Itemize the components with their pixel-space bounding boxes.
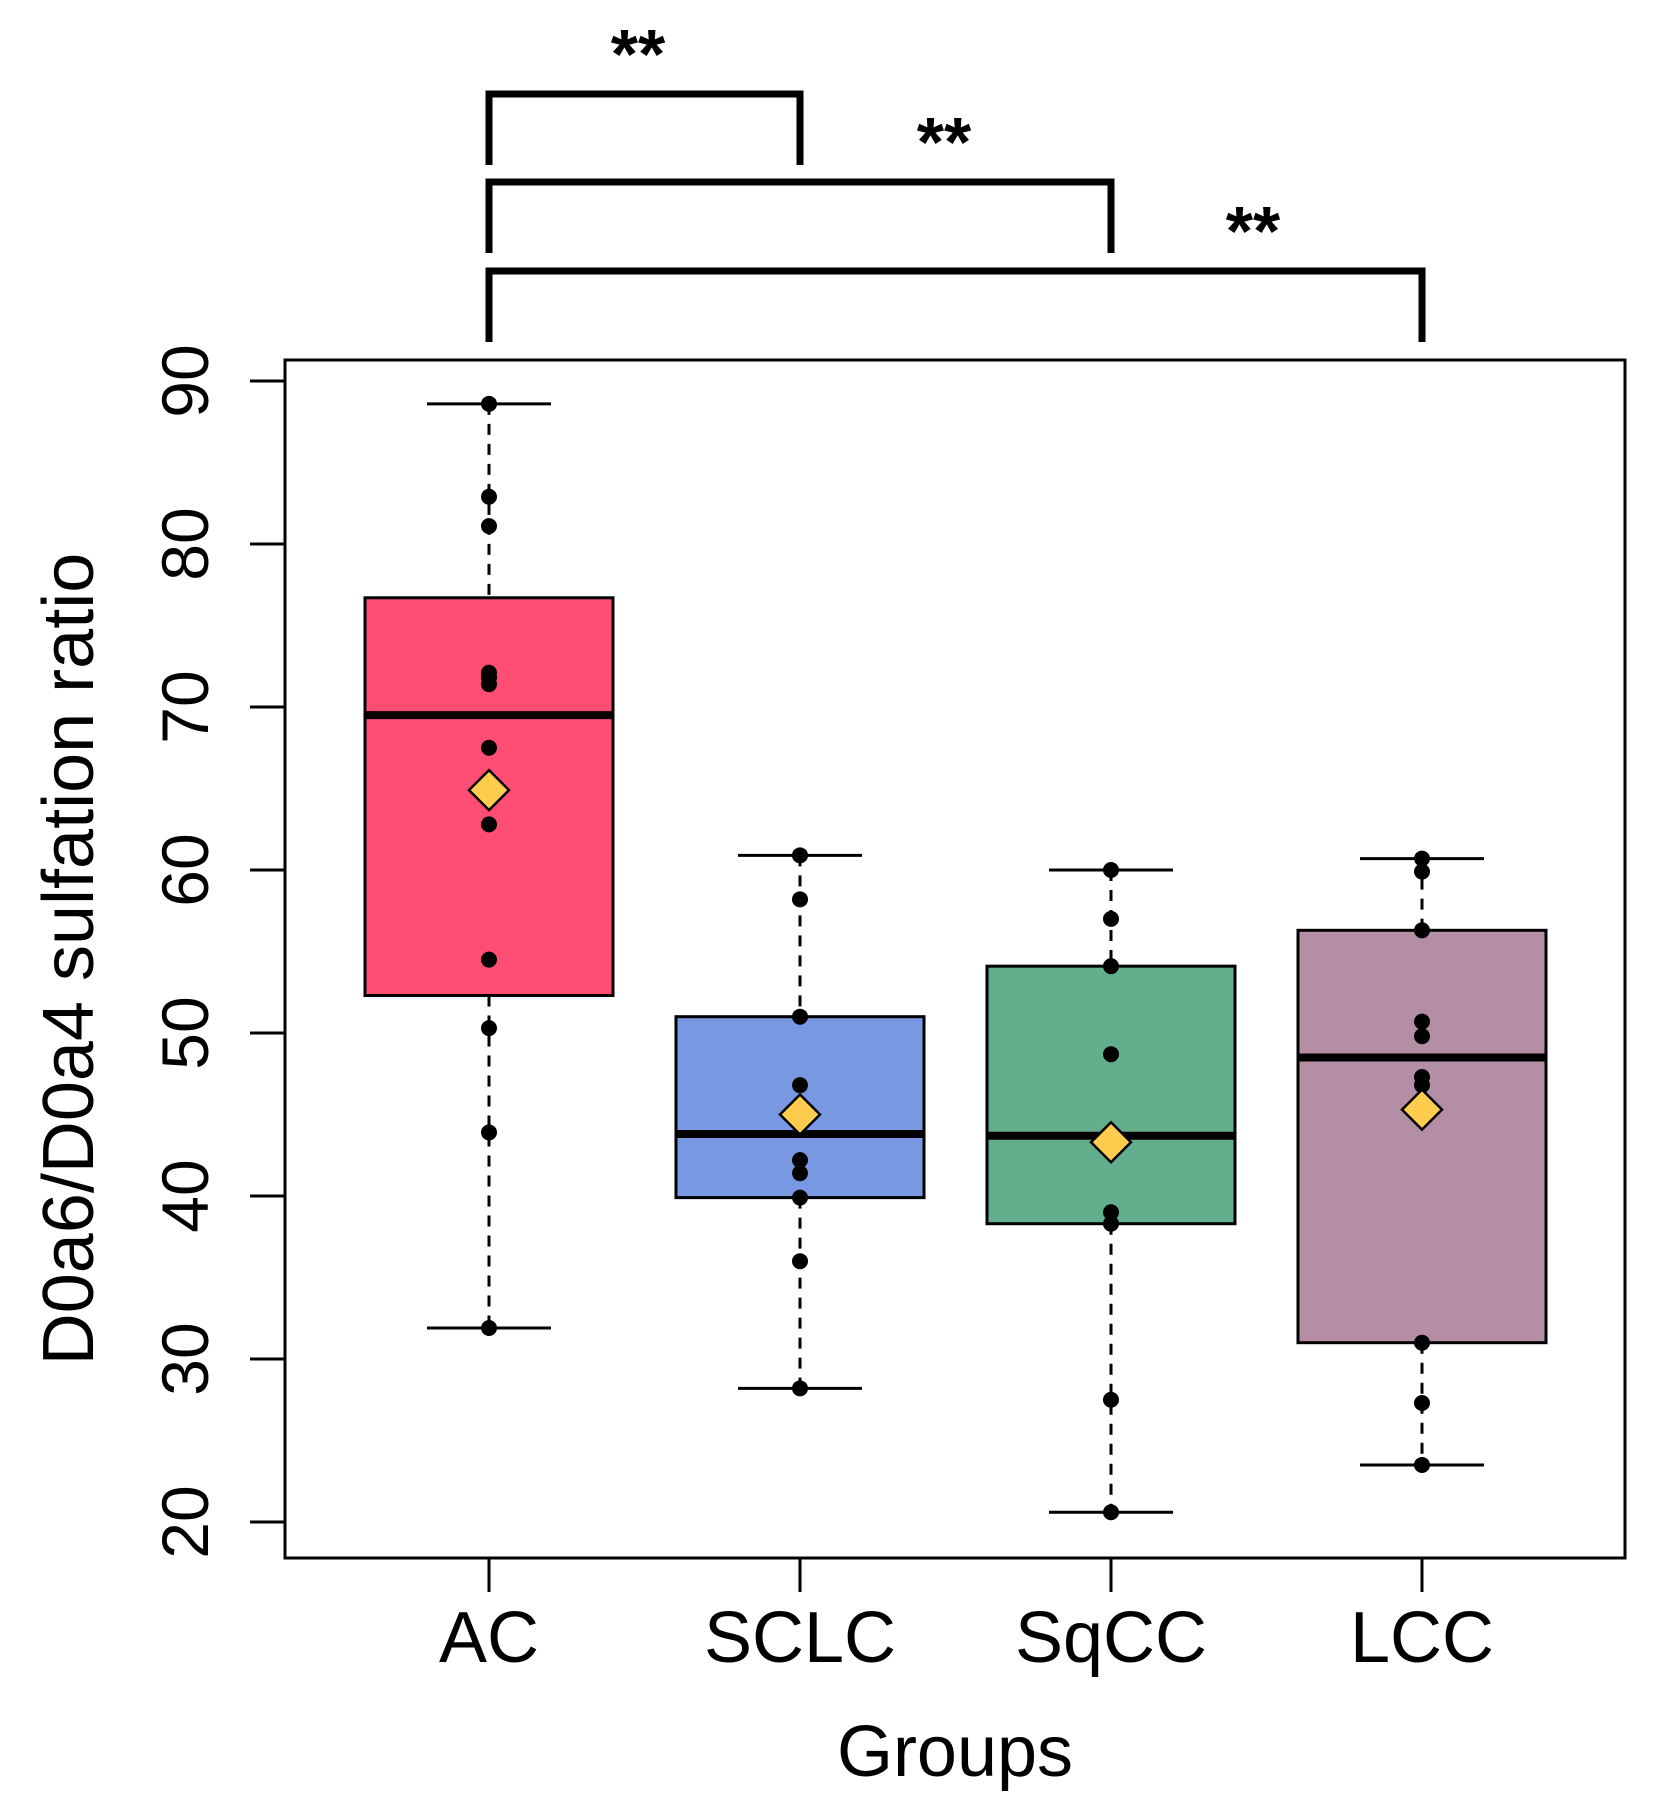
boxes-layer [363, 395, 1548, 1521]
y-tick-label: 50 [148, 996, 222, 1069]
iqr-box [985, 964, 1237, 1226]
data-point [1103, 1215, 1119, 1232]
data-point [481, 395, 497, 412]
y-tick-label: 20 [148, 1485, 222, 1558]
box-group-sclc [674, 847, 926, 1397]
significance-label: ** [1226, 192, 1281, 270]
data-point [792, 1008, 808, 1025]
box-group-sqcc [985, 862, 1237, 1521]
bracket-line [485, 178, 1115, 253]
data-point [792, 1380, 808, 1397]
data-point [792, 891, 808, 908]
data-point [1414, 1395, 1430, 1412]
mean-marker [1089, 1120, 1133, 1164]
data-point [1103, 1391, 1119, 1408]
data-point [481, 488, 497, 505]
data-point [481, 1020, 497, 1037]
significance-bracket-sqcc: ** [485, 103, 1115, 253]
x-tick-label: LCC [1350, 1598, 1494, 1678]
data-point [792, 1077, 808, 1094]
x-axis-title: Groups [837, 1712, 1073, 1792]
data-point [1414, 850, 1430, 867]
data-point [792, 1253, 808, 1270]
y-tick-label: 60 [148, 833, 222, 906]
bracket-line [485, 267, 1426, 342]
data-point [792, 1189, 808, 1206]
data-point [1103, 1504, 1119, 1521]
data-point [792, 847, 808, 864]
y-axis-title: D0a6/D0a4 sulfation ratio [29, 553, 109, 1366]
data-point [481, 1124, 497, 1141]
data-point [481, 518, 497, 535]
mean-marker [467, 768, 511, 812]
data-point [1103, 1046, 1119, 1063]
data-point [1414, 1013, 1430, 1030]
significance-bracket-lcc: ** [485, 192, 1426, 342]
data-point [481, 816, 497, 833]
data-point [1414, 1028, 1430, 1045]
data-point [1103, 958, 1119, 975]
data-point [1414, 863, 1430, 880]
x-tick-label: SCLC [704, 1598, 896, 1678]
mean-marker [778, 1092, 822, 1137]
data-point [1414, 1334, 1430, 1351]
significance-label: ** [917, 103, 972, 181]
data-point [1103, 1204, 1119, 1221]
y-tick-label: 70 [148, 670, 222, 743]
data-point [481, 739, 497, 756]
y-tick-label: 90 [148, 344, 222, 417]
y-tick-label: 40 [148, 1159, 222, 1232]
data-point [1414, 922, 1430, 939]
box-group-ac [363, 395, 615, 1337]
data-point [792, 1165, 808, 1182]
x-tick-label: SqCC [1015, 1598, 1207, 1678]
data-point [792, 1152, 808, 1169]
mean-marker [1400, 1087, 1444, 1132]
y-axis: 20 30 40 50 60 70 80 90 [148, 344, 287, 1559]
data-point [1414, 1077, 1430, 1094]
data-point [481, 676, 497, 693]
significance-label: ** [611, 15, 666, 93]
iqr-box [1296, 928, 1548, 1345]
data-point [1103, 910, 1119, 927]
bracket-line [485, 90, 804, 165]
data-point [1414, 1456, 1430, 1473]
x-axis: AC SCLC SqCC LCC [439, 1558, 1494, 1678]
y-tick-label: 30 [148, 1322, 222, 1395]
significance-brackets: ** ** ** [485, 15, 1426, 342]
x-tick-label: AC [439, 1598, 539, 1678]
significance-bracket-sclc: ** [485, 15, 804, 165]
y-tick-label: 80 [148, 507, 222, 580]
data-point [481, 951, 497, 968]
box-group-lcc [1296, 850, 1548, 1473]
data-point [481, 1320, 497, 1337]
data-point [1103, 862, 1119, 878]
